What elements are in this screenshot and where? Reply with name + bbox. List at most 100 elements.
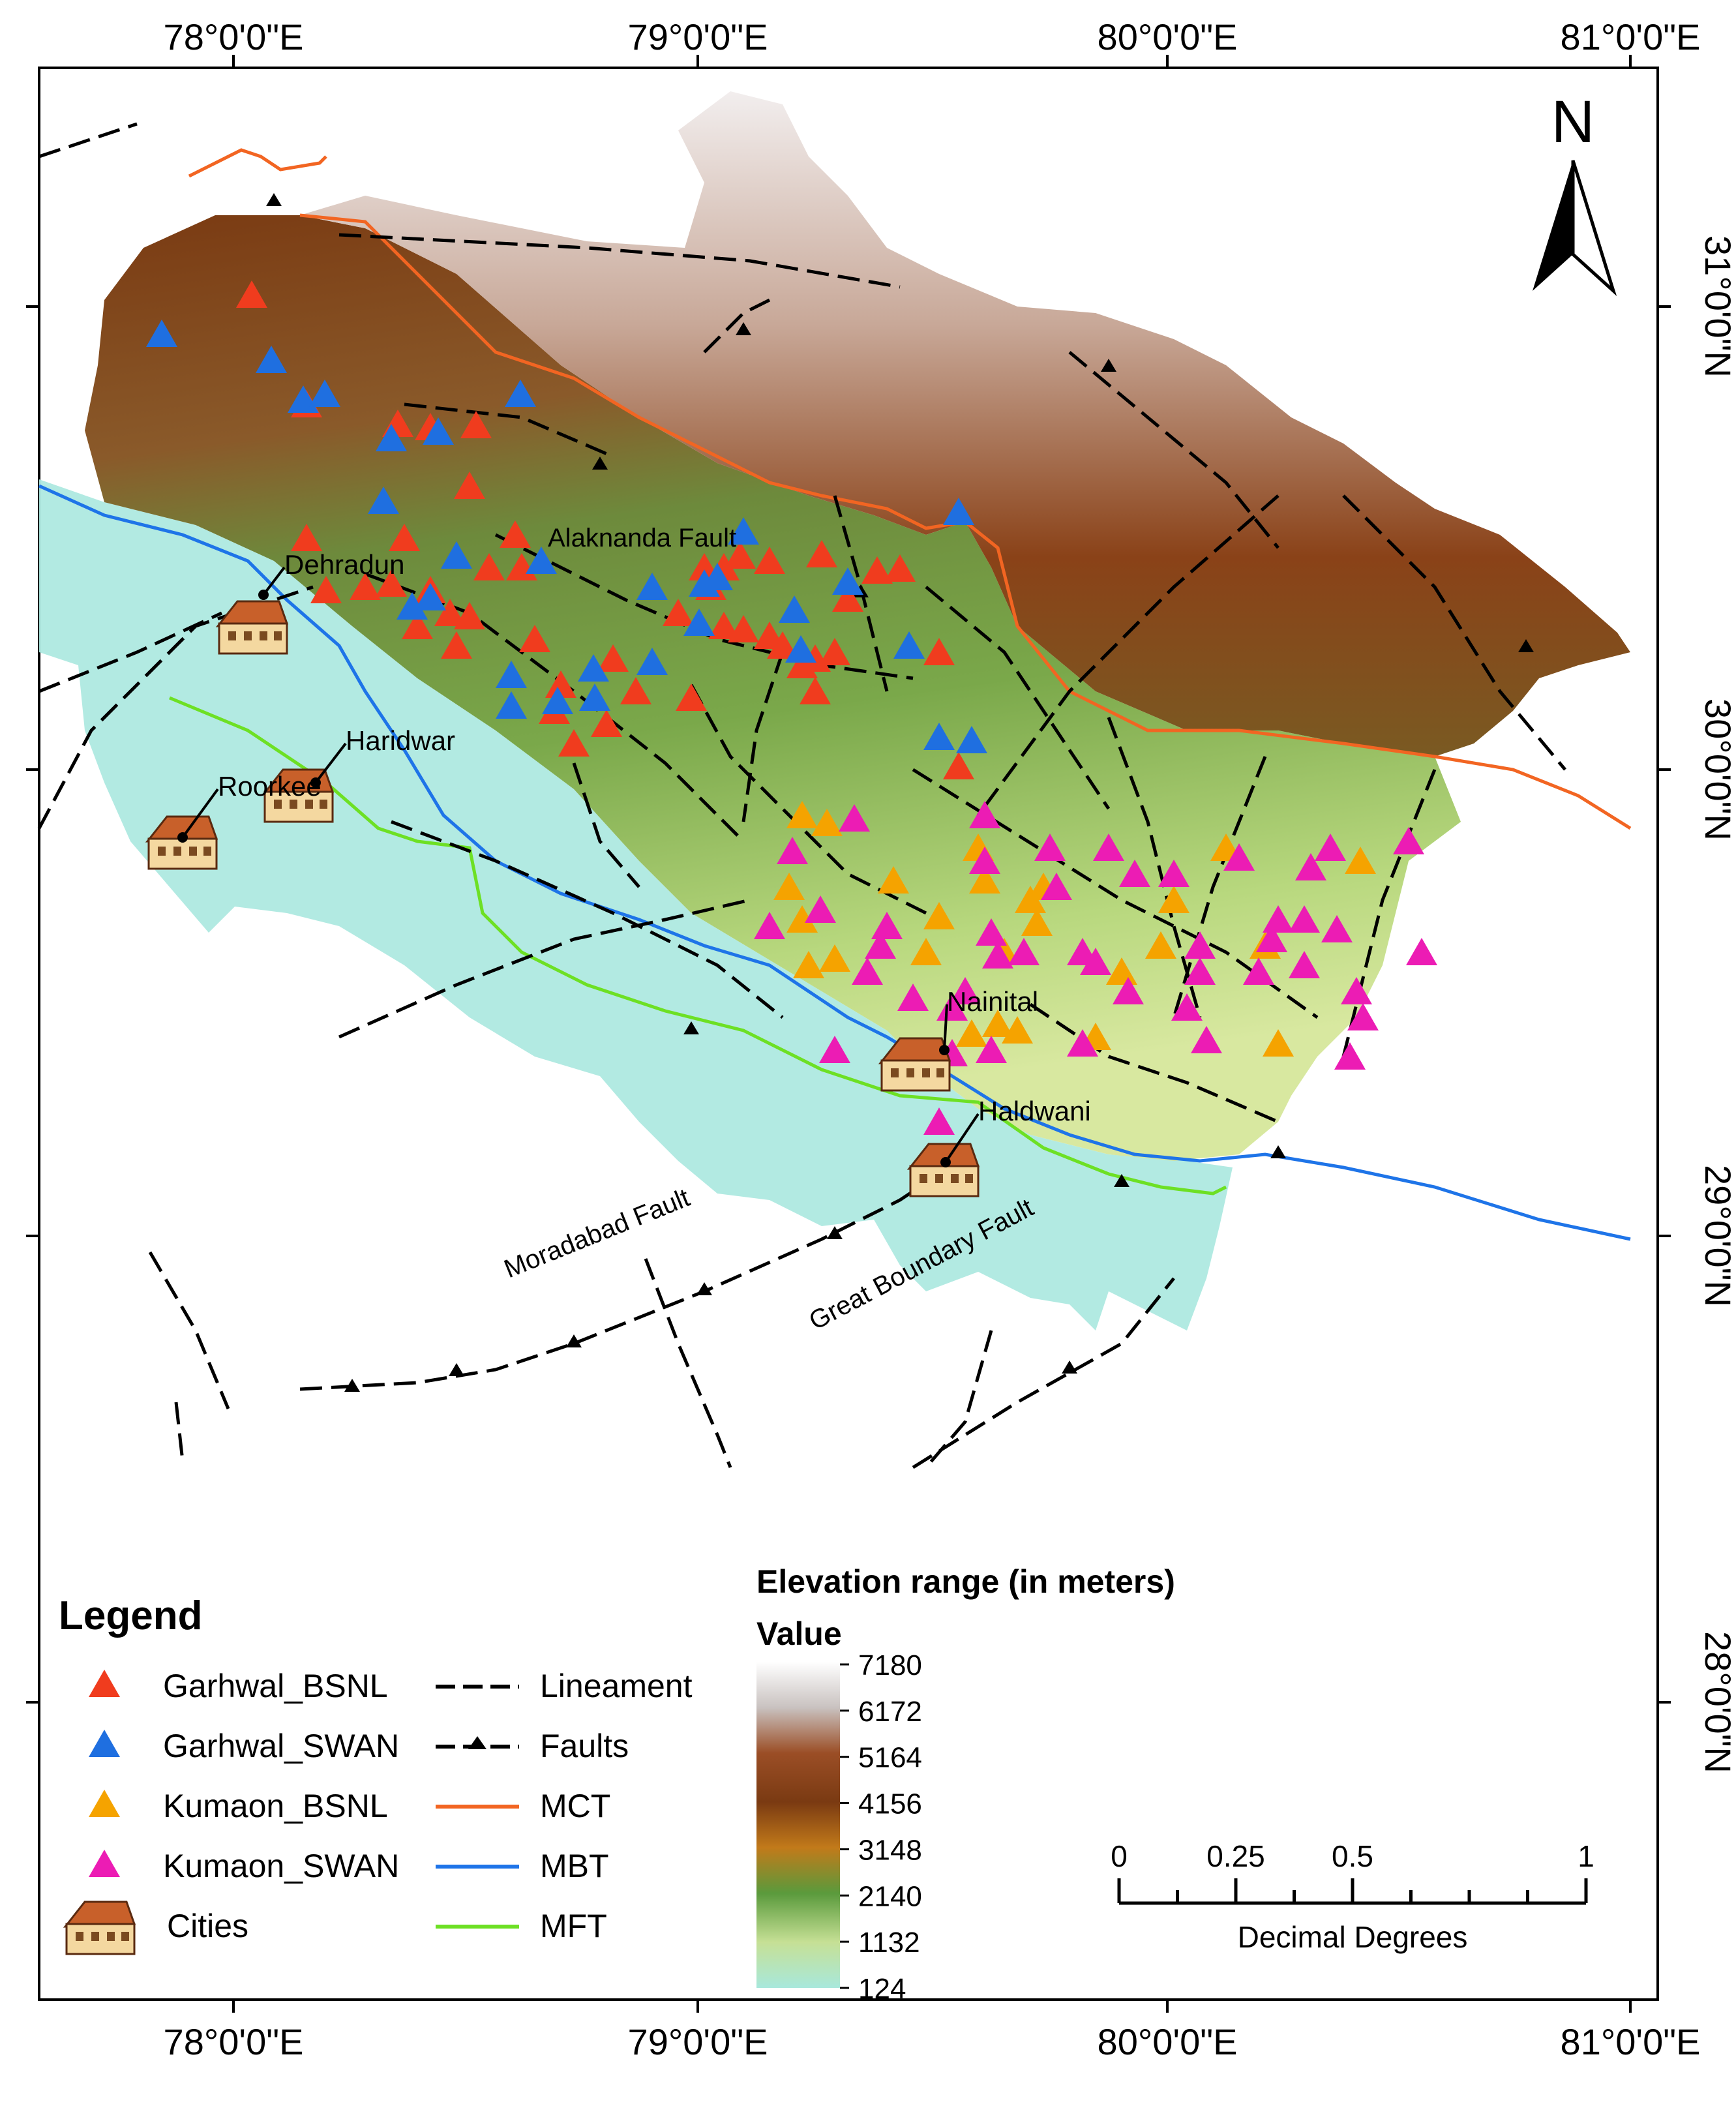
elevation-tick-label: 1132 <box>858 1927 920 1959</box>
station-kumaon-bsnl <box>910 938 942 965</box>
station-garhwal-swan <box>943 498 974 525</box>
station-garhwal-swan <box>728 517 759 545</box>
station-garhwal-bsnl <box>943 752 974 779</box>
station-kumaon-bsnl <box>982 1010 1013 1037</box>
station-kumaon-swan <box>1119 860 1150 887</box>
station-garhwal-bsnl <box>545 670 576 698</box>
station-kumaon-swan <box>1191 1026 1222 1053</box>
station-kumaon-swan <box>865 931 896 959</box>
station-garhwal-bsnl <box>800 644 831 672</box>
station-kumaon-bsnl <box>1263 1029 1294 1057</box>
station-kumaon-bsnl <box>1345 847 1376 874</box>
city-nainital-icon <box>878 1037 951 1092</box>
station-garhwal-swan <box>496 661 527 688</box>
legend-label-mbt: MBT <box>540 1848 609 1884</box>
top-label-79: 79°0'0"E <box>628 16 768 57</box>
station-garhwal-bsnl <box>350 573 381 600</box>
station-kumaon-bsnl <box>969 866 1000 894</box>
lineament-group <box>37 122 1566 1469</box>
scale-tick-label: 0 <box>1111 1839 1128 1873</box>
station-kumaon-swan <box>1334 1042 1366 1070</box>
station-kumaon-bsnl <box>878 866 909 894</box>
right-label-28: 28°0'0"N <box>1698 1631 1736 1773</box>
city-haldwani-icon <box>906 1143 980 1197</box>
station-kumaon-swan <box>777 837 808 864</box>
legend-label-kumaon-bsnl: Kumaon_BSNL <box>163 1788 388 1824</box>
city-label-haldwani: Haldwani <box>978 1096 1091 1126</box>
bottom-coordinate-labels: 78°0'0"E 79°0'0"E 80°0'0"E 81°0'0"E <box>164 2021 1701 2062</box>
station-kumaon-bsnl <box>786 905 818 933</box>
bottom-label-79: 79°0'0"E <box>628 2021 768 2062</box>
station-garhwal-swan <box>256 346 287 373</box>
station-kumaon-swan <box>1256 925 1287 952</box>
station-kumaon-swan <box>976 1036 1007 1063</box>
station-kumaon-bsnl <box>811 809 843 836</box>
city-label-roorkee: Roorkee <box>218 771 322 802</box>
station-kumaon-swan <box>897 984 929 1011</box>
station-garhwal-bsnl <box>310 576 342 603</box>
station-garhwal-bsnl <box>519 625 550 652</box>
station-garhwal-bsnl <box>663 599 694 626</box>
station-kumaon-bsnl <box>819 944 850 972</box>
top-label-80: 80°0'0"E <box>1098 16 1238 57</box>
station-kumaon-swan <box>1034 834 1066 861</box>
station-kumaon-swan <box>1295 853 1326 880</box>
station-kumaon-swan <box>1184 957 1216 985</box>
station-garhwal-bsnl <box>754 547 785 574</box>
station-garhwal-bsnl <box>558 729 590 757</box>
station-kumaon-swan <box>923 1107 955 1135</box>
city-dehradun-icon <box>215 600 289 655</box>
station-garhwal-bsnl <box>861 556 893 584</box>
bottom-label-81: 81°0'0"E <box>1561 2021 1701 2062</box>
station-kumaon-swan <box>1080 948 1111 975</box>
scale-unit: Decimal Degrees <box>1238 1920 1468 1954</box>
legend-label-faults: Faults <box>540 1728 629 1764</box>
station-garhwal-bsnl <box>728 615 759 642</box>
station-kumaon-swan <box>1341 977 1372 1004</box>
station-garhwal-swan <box>309 380 340 407</box>
station-garhwal-swan <box>423 417 454 445</box>
mft-line <box>169 696 1227 1195</box>
station-garhwal-swan <box>893 631 925 659</box>
station-garhwal-bsnl <box>434 599 466 626</box>
station-kumaon-swan <box>1171 993 1203 1021</box>
hill-region <box>85 215 1461 1161</box>
scale-tick-label: 0.5 <box>1332 1839 1373 1873</box>
station-kumaon-swan <box>852 957 883 985</box>
station-garhwal-bsnl <box>291 524 322 551</box>
top-coordinate-labels: 78°0'0"E 79°0'0"E 80°0'0"E 81°0'0"E <box>164 16 1701 57</box>
elevation-tick-label: 2140 <box>858 1880 922 1912</box>
station-garhwal-swan <box>785 635 816 663</box>
station-garhwal-bsnl <box>500 520 531 548</box>
legend-cities-icon <box>63 1901 136 1955</box>
station-kumaon-bsnl <box>923 902 955 929</box>
station-kumaon-swan <box>805 895 836 923</box>
station-kumaon-swan <box>1008 938 1040 965</box>
legend-symbol-kumaon-swan <box>89 1850 120 1877</box>
station-garhwal-bsnl <box>460 411 492 438</box>
station-garhwal-swan <box>832 567 863 595</box>
top-label-81: 81°0'0"E <box>1561 16 1701 57</box>
station-kumaon-swan <box>1223 843 1255 871</box>
elevation-colorbar <box>756 1662 840 1988</box>
station-garhwal-bsnl <box>708 612 740 639</box>
station-kumaon-swan <box>936 993 968 1021</box>
station-group <box>146 280 1437 1135</box>
fault-marks <box>266 193 1534 1392</box>
station-garhwal-swan <box>376 424 407 451</box>
station-garhwal-bsnl <box>597 644 629 672</box>
station-kumaon-bsnl <box>786 801 818 828</box>
station-garhwal-swan <box>956 726 987 753</box>
station-kumaon-bsnl <box>1021 909 1053 936</box>
station-kumaon-swan <box>819 1036 850 1063</box>
elevation-title: Elevation range (in meters) <box>756 1563 1175 1600</box>
station-kumaon-swan <box>754 912 785 939</box>
station-garhwal-swan <box>146 320 177 347</box>
station-garhwal-bsnl <box>591 710 622 737</box>
elevation-tick-label: 7180 <box>858 1649 922 1681</box>
station-kumaon-swan <box>1243 957 1274 985</box>
legend-label-lineament: Lineament <box>540 1668 693 1704</box>
station-garhwal-swan <box>779 595 810 623</box>
station-garhwal-bsnl <box>236 280 267 308</box>
